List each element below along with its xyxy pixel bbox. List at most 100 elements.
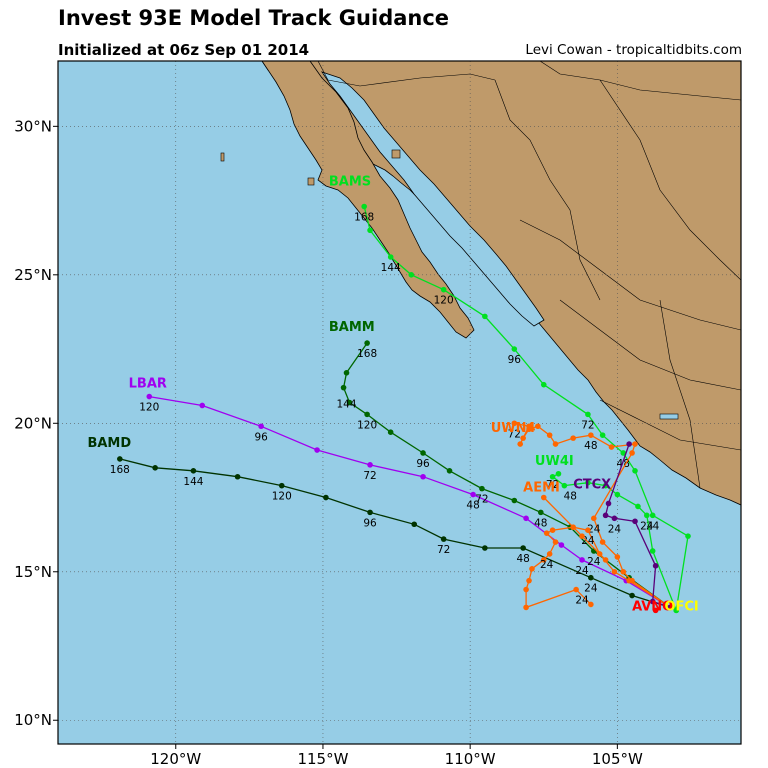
track-point	[649, 548, 656, 554]
track-point	[602, 557, 609, 563]
lon-tick-label: 105°W	[592, 750, 643, 768]
track-point	[420, 450, 426, 456]
model-tracks: 24487296120144168BAMD24487296120LBAR2448…	[87, 175, 698, 615]
track-point	[526, 423, 532, 430]
forecast-hour-label: 168	[357, 348, 377, 360]
track-point	[314, 447, 320, 453]
track-point	[540, 494, 547, 501]
track-point	[588, 432, 594, 438]
forecast-hour-label: 48	[584, 440, 597, 452]
forecast-hour-label: 24	[587, 523, 601, 535]
track-point	[470, 491, 476, 498]
track-avno: AVNO	[632, 599, 673, 614]
island-tiburon	[391, 149, 401, 159]
track-point	[364, 340, 370, 346]
forecast-hour-label: 72	[508, 428, 521, 440]
track-point	[511, 346, 518, 352]
init-time: Initialized at 06z Sep 01 2014	[58, 41, 310, 59]
track-point	[199, 402, 206, 409]
forecast-hour-label: 48	[564, 491, 577, 503]
track-point	[440, 286, 447, 293]
track-point	[387, 254, 394, 260]
track-point	[652, 607, 659, 614]
forecast-hour-label: 72	[437, 544, 450, 556]
track-point	[620, 450, 627, 456]
axis-ticks: 10°N 15°N 20°N 25°N 30°N 120°W 115°W 110°W 105°W	[14, 117, 643, 768]
track-point	[585, 479, 591, 486]
forecast-hour-label: 24	[640, 520, 654, 532]
forecast-hour-label: 120	[357, 419, 377, 431]
track-point	[408, 272, 415, 278]
track-point	[278, 482, 285, 489]
forecast-hour-label: 96	[508, 354, 522, 366]
lake-chapala	[659, 413, 679, 420]
track-point	[555, 470, 562, 477]
track-point	[570, 435, 576, 441]
track-point	[591, 515, 597, 522]
track-point	[611, 568, 618, 575]
track-point	[579, 533, 585, 539]
track-point	[146, 393, 153, 400]
track-point	[482, 313, 488, 320]
forecast-hour-label: 144	[381, 262, 401, 274]
lat-tick-label: 25°N	[14, 266, 52, 284]
track-point	[573, 586, 579, 593]
track-point	[602, 512, 609, 519]
model-name-label: BAMS	[329, 175, 371, 190]
model-name-label: OFCI	[664, 599, 698, 614]
track-point	[649, 598, 656, 605]
map-title: Invest 93E Model Track Guidance	[58, 6, 450, 30]
track-point	[626, 441, 632, 447]
track-point	[479, 485, 485, 492]
forecast-hour-label: 120	[139, 402, 159, 414]
forecast-hour-label: 24	[587, 556, 601, 568]
lat-tick-label: 20°N	[14, 414, 52, 432]
forecast-hour-label: 24	[584, 583, 598, 595]
track-point	[523, 515, 529, 522]
forecast-hour-label: 96	[416, 458, 430, 470]
track-point	[517, 441, 524, 447]
track-point	[523, 586, 529, 593]
track-point	[520, 545, 526, 551]
track-point	[361, 203, 367, 210]
track-point	[526, 577, 532, 584]
track-point	[599, 539, 606, 545]
track-point	[511, 497, 518, 504]
track-line	[551, 473, 677, 611]
forecast-hour-label: 72	[581, 419, 594, 431]
forecast-hour-label: 48	[617, 458, 630, 470]
track-point	[538, 509, 544, 516]
lat-tick-label: 30°N	[14, 117, 52, 135]
track-point	[599, 432, 606, 438]
track-point	[523, 604, 529, 611]
track-point	[626, 577, 632, 584]
map-frame	[57, 60, 742, 745]
track-point	[602, 482, 609, 489]
model-name-label: CTCX	[573, 478, 611, 493]
model-name-label: BAMM	[329, 320, 375, 335]
track-aemi-track2	[540, 494, 609, 563]
model-name-label: LBAR	[129, 377, 167, 392]
forecast-hour-label: 96	[363, 517, 377, 529]
track-uw4i: 24 48 72 UW4I	[535, 454, 680, 614]
track-point	[546, 432, 553, 438]
track-point	[540, 557, 547, 563]
track-point	[117, 456, 123, 462]
forecast-hour-label: 144	[183, 476, 203, 488]
track-point	[579, 557, 585, 563]
track-point	[629, 450, 635, 456]
land-layer	[220, 61, 741, 506]
island-cedros	[307, 177, 315, 186]
track-point	[152, 465, 158, 471]
forecast-hour-label: 48	[516, 553, 529, 565]
track-point	[446, 468, 453, 474]
forecast-hour-label: 144	[336, 399, 356, 411]
forecast-hour-label: 72	[363, 470, 376, 482]
track-point	[585, 527, 591, 533]
track-line	[149, 395, 671, 608]
track-point	[367, 509, 373, 516]
track-line	[119, 458, 671, 609]
